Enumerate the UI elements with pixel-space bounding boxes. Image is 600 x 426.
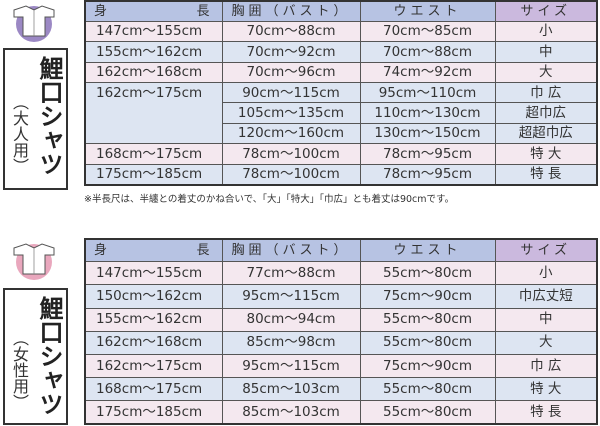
table-row: 162cm～168cm 70cm～96cm 74cm～92cm 大	[84, 61, 598, 83]
cell: 85cm～98cm	[221, 330, 361, 355]
cell: 特 長	[494, 163, 598, 186]
header-size: サイズ	[494, 0, 598, 22]
cell: 巾 広	[494, 353, 598, 378]
cell: 70cm～92cm	[221, 41, 361, 63]
cell: 78cm～100cm	[221, 143, 361, 165]
cell: 147cm～155cm	[84, 20, 223, 43]
table-row: 168cm～175cm 85cm～103cm 55cm～80cm 特 大	[84, 376, 598, 401]
cell: 超巾広	[494, 102, 598, 124]
cell: 巾 広	[494, 81, 598, 104]
women-size-table: 身 長 胸囲（バスト） ウエスト サイズ 147cm～155cm 77cm～88c…	[84, 238, 598, 425]
header-height: 身 長	[84, 0, 223, 22]
cell: 特 長	[494, 399, 598, 425]
cell: 70cm～88cm	[221, 20, 361, 43]
cell: 168cm～175cm	[84, 143, 223, 165]
cell: 74cm～92cm	[359, 61, 496, 83]
cell: 70cm～85cm	[359, 20, 496, 43]
adult-size-table: 身 長 胸囲（バスト） ウエスト サイズ 147cm～155cm 70cm～88c…	[84, 0, 598, 186]
cell: 77cm～88cm	[221, 261, 361, 286]
cell: 巾広丈短	[494, 284, 598, 309]
cell: 162cm～168cm	[84, 330, 223, 355]
women-subtitle: （女性用）	[10, 330, 29, 410]
cell: 168cm～175cm	[84, 376, 223, 401]
shirt-icon	[13, 5, 55, 42]
cell: 85cm～103cm	[221, 399, 361, 425]
cell: 175cm～185cm	[84, 399, 223, 425]
cell: 中	[494, 41, 598, 63]
cell: 超超巾広	[494, 122, 598, 145]
cell: 55cm～80cm	[359, 261, 496, 286]
women-label-box: 鯉口シャツ （女性用）	[3, 288, 68, 425]
header-size: サイズ	[494, 238, 598, 263]
cell: 小	[494, 20, 598, 43]
header-bust: 胸囲（バスト）	[221, 238, 361, 263]
cell: 大	[494, 61, 598, 83]
women-title: 鯉口シャツ	[35, 296, 63, 416]
cell: 中	[494, 307, 598, 332]
cell: 70cm～88cm	[359, 41, 496, 63]
table-header: 身 長 胸囲（バスト） ウエスト サイズ	[84, 0, 598, 22]
cell: 162cm～175cm	[84, 81, 223, 145]
table-row: 162cm～175cm 95cm～115cm 75cm～90cm 巾 広	[84, 353, 598, 378]
table-row: 147cm～155cm 77cm～88cm 55cm～80cm 小	[84, 261, 598, 286]
cell: 95cm～115cm	[221, 353, 361, 378]
cell: 90cm～115cm	[221, 81, 361, 104]
cell: 75cm～90cm	[359, 353, 496, 378]
cell: 78cm～95cm	[359, 163, 496, 186]
cell: 特 大	[494, 143, 598, 165]
cell: 特 大	[494, 376, 598, 401]
adult-note: ※半長尺は、半纏との着丈のかね合いで、「大」「特大」「巾広」とも着丈は90cmで…	[84, 194, 455, 205]
header-height: 身 長	[84, 238, 223, 263]
cell: 120cm～160cm	[221, 122, 361, 145]
shirt-icon	[13, 243, 55, 280]
cell: 75cm～90cm	[359, 284, 496, 309]
table-row: 155cm～162cm 80cm～94cm 55cm～80cm 中	[84, 307, 598, 332]
adult-label-box: 鯉口シャツ （大人用）	[3, 48, 68, 190]
cell: 55cm～80cm	[359, 399, 496, 425]
cell: 162cm～168cm	[84, 61, 223, 83]
cell: 155cm～162cm	[84, 307, 223, 332]
table-row: 175cm～185cm 85cm～103cm 55cm～80cm 特 長	[84, 399, 598, 425]
table-row: 162cm～175cm 90cm～115cm 95cm～110cm 巾 広	[84, 81, 598, 145]
cell: 55cm～80cm	[359, 376, 496, 401]
cell: 55cm～80cm	[359, 307, 496, 332]
cell: 70cm～96cm	[221, 61, 361, 83]
cell: 55cm～80cm	[359, 330, 496, 355]
cell: 130cm～150cm	[359, 122, 496, 145]
cell: 155cm～162cm	[84, 41, 223, 63]
cell: 95cm～110cm	[359, 81, 496, 104]
cell: 78cm～100cm	[221, 163, 361, 186]
cell: 147cm～155cm	[84, 261, 223, 286]
adult-subtitle: （大人用）	[10, 94, 29, 174]
cell: 大	[494, 330, 598, 355]
table-row: 162cm～168cm 85cm～98cm 55cm～80cm 大	[84, 330, 598, 355]
adult-title: 鯉口シャツ	[35, 56, 63, 176]
cell: 175cm～185cm	[84, 163, 223, 186]
table-header: 身 長 胸囲（バスト） ウエスト サイズ	[84, 238, 598, 263]
table-row: 168cm～175cm 78cm～100cm 78cm～95cm 特 大	[84, 143, 598, 165]
table-row: 155cm～162cm 70cm～92cm 70cm～88cm 中	[84, 41, 598, 63]
cell: 小	[494, 261, 598, 286]
cell: 95cm～115cm	[221, 284, 361, 309]
cell: 110cm～130cm	[359, 102, 496, 124]
table-row: 175cm～185cm 78cm～100cm 78cm～95cm 特 長	[84, 163, 598, 186]
table-row: 147cm～155cm 70cm～88cm 70cm～85cm 小	[84, 20, 598, 43]
cell: 78cm～95cm	[359, 143, 496, 165]
header-waist: ウエスト	[359, 0, 496, 22]
cell: 80cm～94cm	[221, 307, 361, 332]
header-waist: ウエスト	[359, 238, 496, 263]
cell: 85cm～103cm	[221, 376, 361, 401]
cell: 105cm～135cm	[221, 102, 361, 124]
cell: 150cm～162cm	[84, 284, 223, 309]
cell: 162cm～175cm	[84, 353, 223, 378]
table-row: 105cm～135cm 110cm～130cm 超巾広	[85, 102, 598, 124]
table-row: 120cm～160cm 130cm～150cm 超超巾広	[85, 122, 598, 145]
header-bust: 胸囲（バスト）	[221, 0, 361, 22]
table-row: 150cm～162cm 95cm～115cm 75cm～90cm 巾広丈短	[84, 284, 598, 309]
